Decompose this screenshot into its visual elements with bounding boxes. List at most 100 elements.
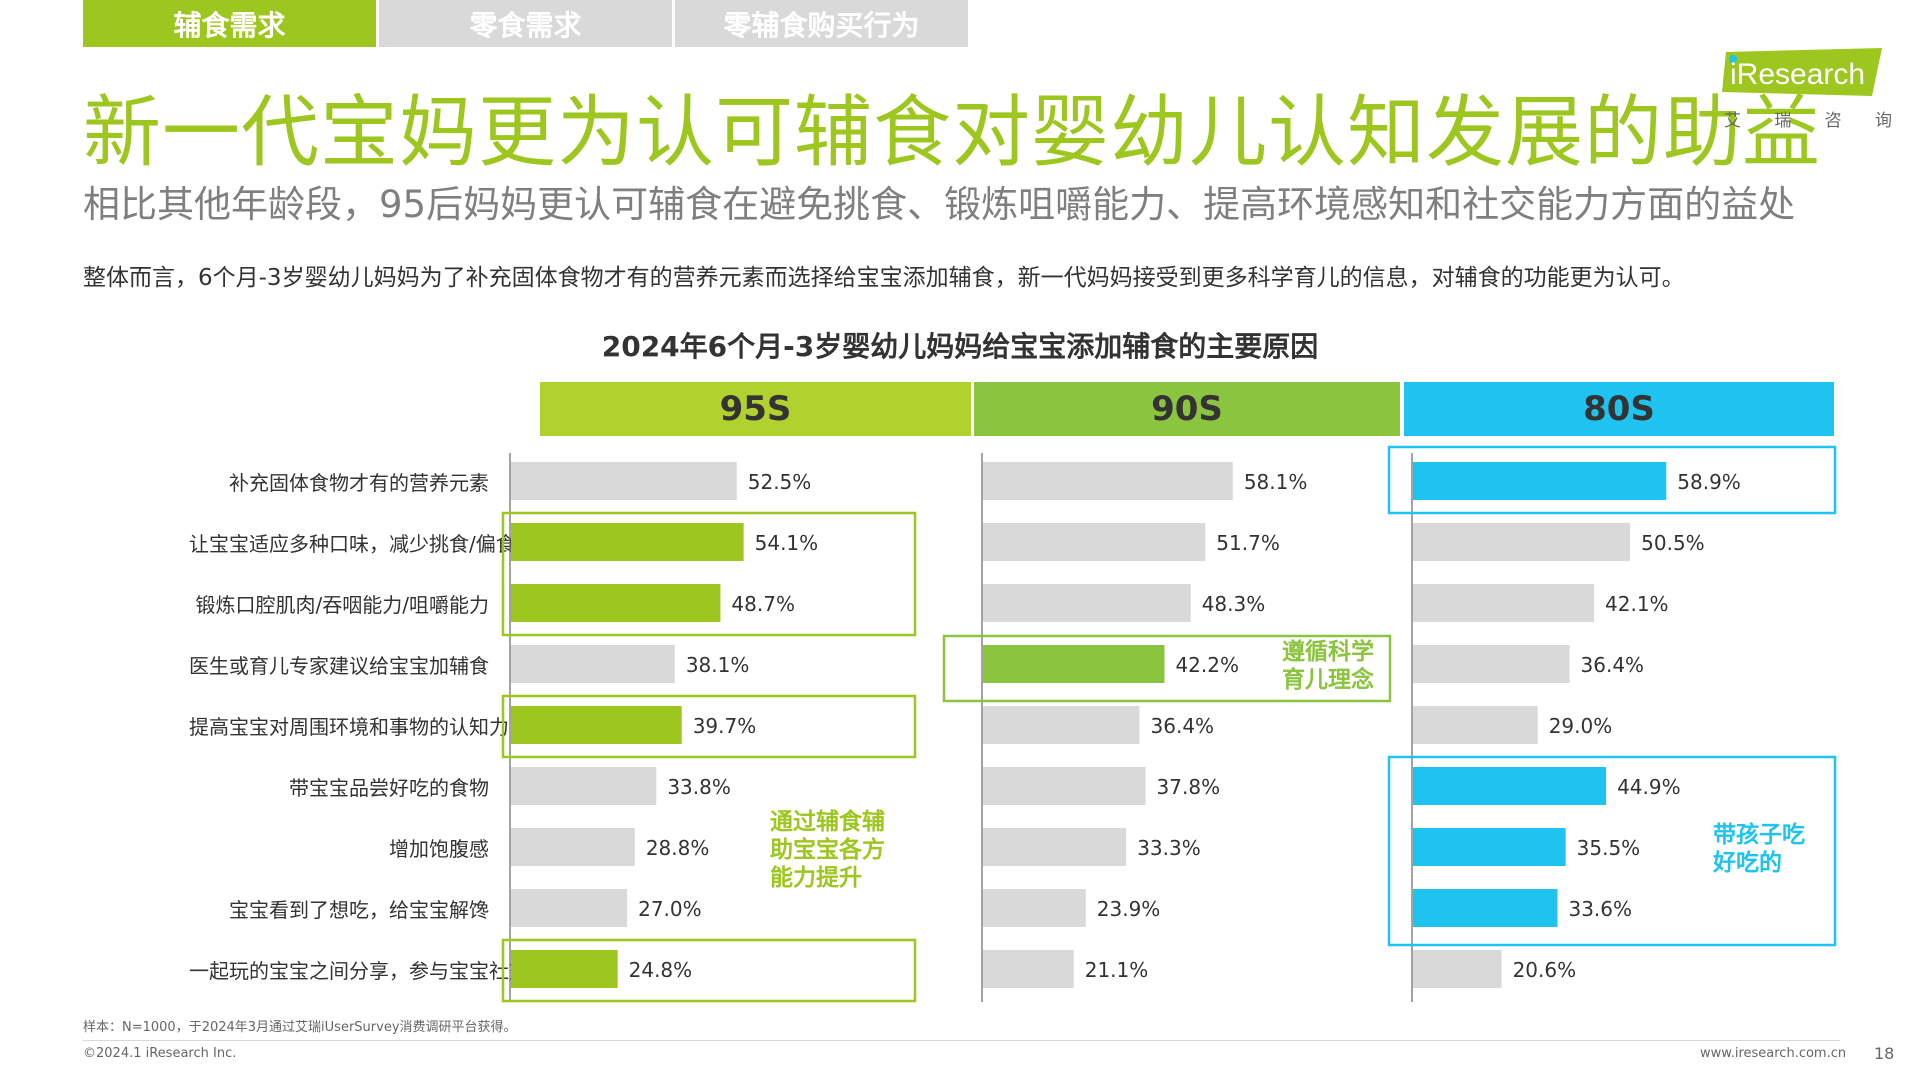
sample-note: 样本：N=1000，于2024年3月通过艾瑞iUserSurvey消费调研平台获… [83, 1020, 517, 1035]
bar-80s [1413, 462, 1667, 500]
highlight-box [501, 694, 917, 759]
data-label: 33.3% [1137, 836, 1201, 860]
data-label: 33.6% [1568, 897, 1632, 921]
bar-80s [1413, 889, 1558, 927]
annotation-text: 通过辅食辅 [770, 808, 885, 835]
website-link[interactable]: www.iresearch.com.cn [1700, 1046, 1847, 1061]
data-label: 50.5% [1641, 531, 1705, 555]
generation-header-90s: 90S [974, 382, 1400, 436]
page-title: 新一代宝妈更为认可辅食对婴幼儿认知发展的助益 [83, 88, 1822, 178]
bar-90s [983, 462, 1233, 500]
bar-95s [511, 828, 635, 866]
logo-char: 询 [1874, 111, 1892, 131]
tab-complementary-food[interactable]: 辅食需求 [83, 0, 376, 47]
bar-90s [983, 523, 1206, 561]
tab-snack[interactable]: 零食需求 [379, 0, 672, 47]
page-number: 18 [1874, 1044, 1895, 1063]
logo-char: 艾 [1724, 111, 1741, 131]
category-label: 提高宝宝对周围环境和事物的认知力 [189, 715, 509, 739]
iresearch-logo-mark: iResearch [1722, 48, 1882, 96]
data-label: 52.5% [748, 470, 812, 494]
logo-char: 咨 [1824, 111, 1842, 131]
data-label: 20.6% [1513, 958, 1577, 982]
generation-header-80s: 80S [1404, 382, 1834, 436]
footer-divider [83, 1040, 1840, 1041]
data-label: 51.7% [1216, 531, 1280, 555]
bar-95s [511, 584, 721, 622]
generation-header-95s: 95S [540, 382, 971, 436]
data-label: 21.1% [1085, 958, 1149, 982]
bar-95s [511, 645, 675, 683]
data-label: 27.0% [638, 897, 702, 921]
bar-80s [1413, 828, 1566, 866]
category-label: 补充固体食物才有的营养元素 [229, 471, 489, 495]
bar-90s [983, 584, 1191, 622]
data-label: 38.1% [686, 653, 750, 677]
highlight-box [501, 511, 917, 637]
category-label: 锻炼口腔肌肉/吞咽能力/咀嚼能力 [195, 593, 489, 617]
category-label: 一起玩的宝宝之间分享，参与宝宝社交 [189, 959, 529, 983]
annotation-text: 带孩子吃 [1713, 821, 1805, 848]
svg-text:iResearch: iResearch [1730, 58, 1865, 91]
data-label: 48.3% [1202, 592, 1266, 616]
data-label: 37.8% [1157, 775, 1221, 799]
bar-95s [511, 523, 744, 561]
chart-title: 2024年6个月-3岁婴幼儿妈妈给宝宝添加辅食的主要原因 [601, 330, 1319, 363]
bar-90s [983, 767, 1146, 805]
section-tabs: 辅食需求 零食需求 零辅食购买行为 [83, 0, 971, 47]
bar-90s [983, 950, 1074, 988]
logo-subtitle: 艾 瑞 咨 询 [1724, 106, 1892, 131]
annotation-text: 遵循科学 [1282, 638, 1374, 665]
highlight-box [1387, 445, 1837, 515]
annotation-text: 能力提升 [770, 864, 862, 891]
annotation-text: 好吃的 [1712, 849, 1782, 876]
data-label: 39.7% [693, 714, 757, 738]
category-label: 宝宝看到了想吃，给宝宝解馋 [229, 898, 489, 922]
data-label: 23.9% [1097, 897, 1161, 921]
data-label: 48.7% [731, 592, 795, 616]
tab-purchase-behavior[interactable]: 零辅食购买行为 [675, 0, 968, 47]
page-description: 整体而言，6个月-3岁婴幼儿妈妈为了补充固体食物才有的营养元素而选择给宝宝添加辅… [83, 265, 1685, 291]
data-label: 42.1% [1605, 592, 1669, 616]
data-label: 35.5% [1577, 836, 1641, 860]
bar-80s [1413, 767, 1607, 805]
bar-95s [511, 950, 618, 988]
bar-90s [983, 828, 1127, 866]
logo-char: 瑞 [1774, 111, 1792, 131]
annotation-text: 助宝宝各方 [770, 836, 885, 863]
bar-80s [1413, 584, 1595, 622]
page-subtitle: 相比其他年龄段，95后妈妈更认可辅食在避免挑食、锻炼咀嚼能力、提高环境感知和社交… [83, 183, 1796, 226]
category-label: 带宝宝品尝好吃的食物 [289, 776, 489, 800]
bar-90s [983, 645, 1165, 683]
bar-95s [511, 889, 628, 927]
data-label: 28.8% [646, 836, 710, 860]
bar-90s [983, 889, 1086, 927]
bar-95s [511, 767, 657, 805]
data-label: 58.9% [1677, 470, 1741, 494]
highlight-box [501, 938, 917, 1003]
bar-80s [1413, 523, 1631, 561]
data-label: 58.1% [1244, 470, 1308, 494]
data-label: 44.9% [1617, 775, 1681, 799]
bar-80s [1413, 706, 1538, 744]
bar-80s [1413, 950, 1502, 988]
highlight-box [1387, 755, 1837, 947]
iresearch-logo: iResearch 艾 瑞 咨 询 [1722, 48, 1892, 131]
bar-90s [983, 706, 1140, 744]
data-label: 36.4% [1151, 714, 1215, 738]
bar-80s [1413, 645, 1570, 683]
category-label: 医生或育儿专家建议给宝宝加辅食 [189, 654, 489, 678]
bar-95s [511, 706, 682, 744]
data-label: 33.8% [667, 775, 731, 799]
data-label: 36.4% [1581, 653, 1645, 677]
highlight-box [942, 634, 1392, 703]
data-label: 24.8% [629, 958, 693, 982]
data-label: 29.0% [1549, 714, 1613, 738]
annotation-text: 育儿理念 [1282, 666, 1374, 693]
data-label: 42.2% [1175, 653, 1239, 677]
copyright: ©2024.1 iResearch Inc. [83, 1046, 237, 1061]
bar-95s [511, 462, 737, 500]
data-label: 54.1% [755, 531, 819, 555]
category-label: 增加饱腹感 [389, 837, 489, 861]
